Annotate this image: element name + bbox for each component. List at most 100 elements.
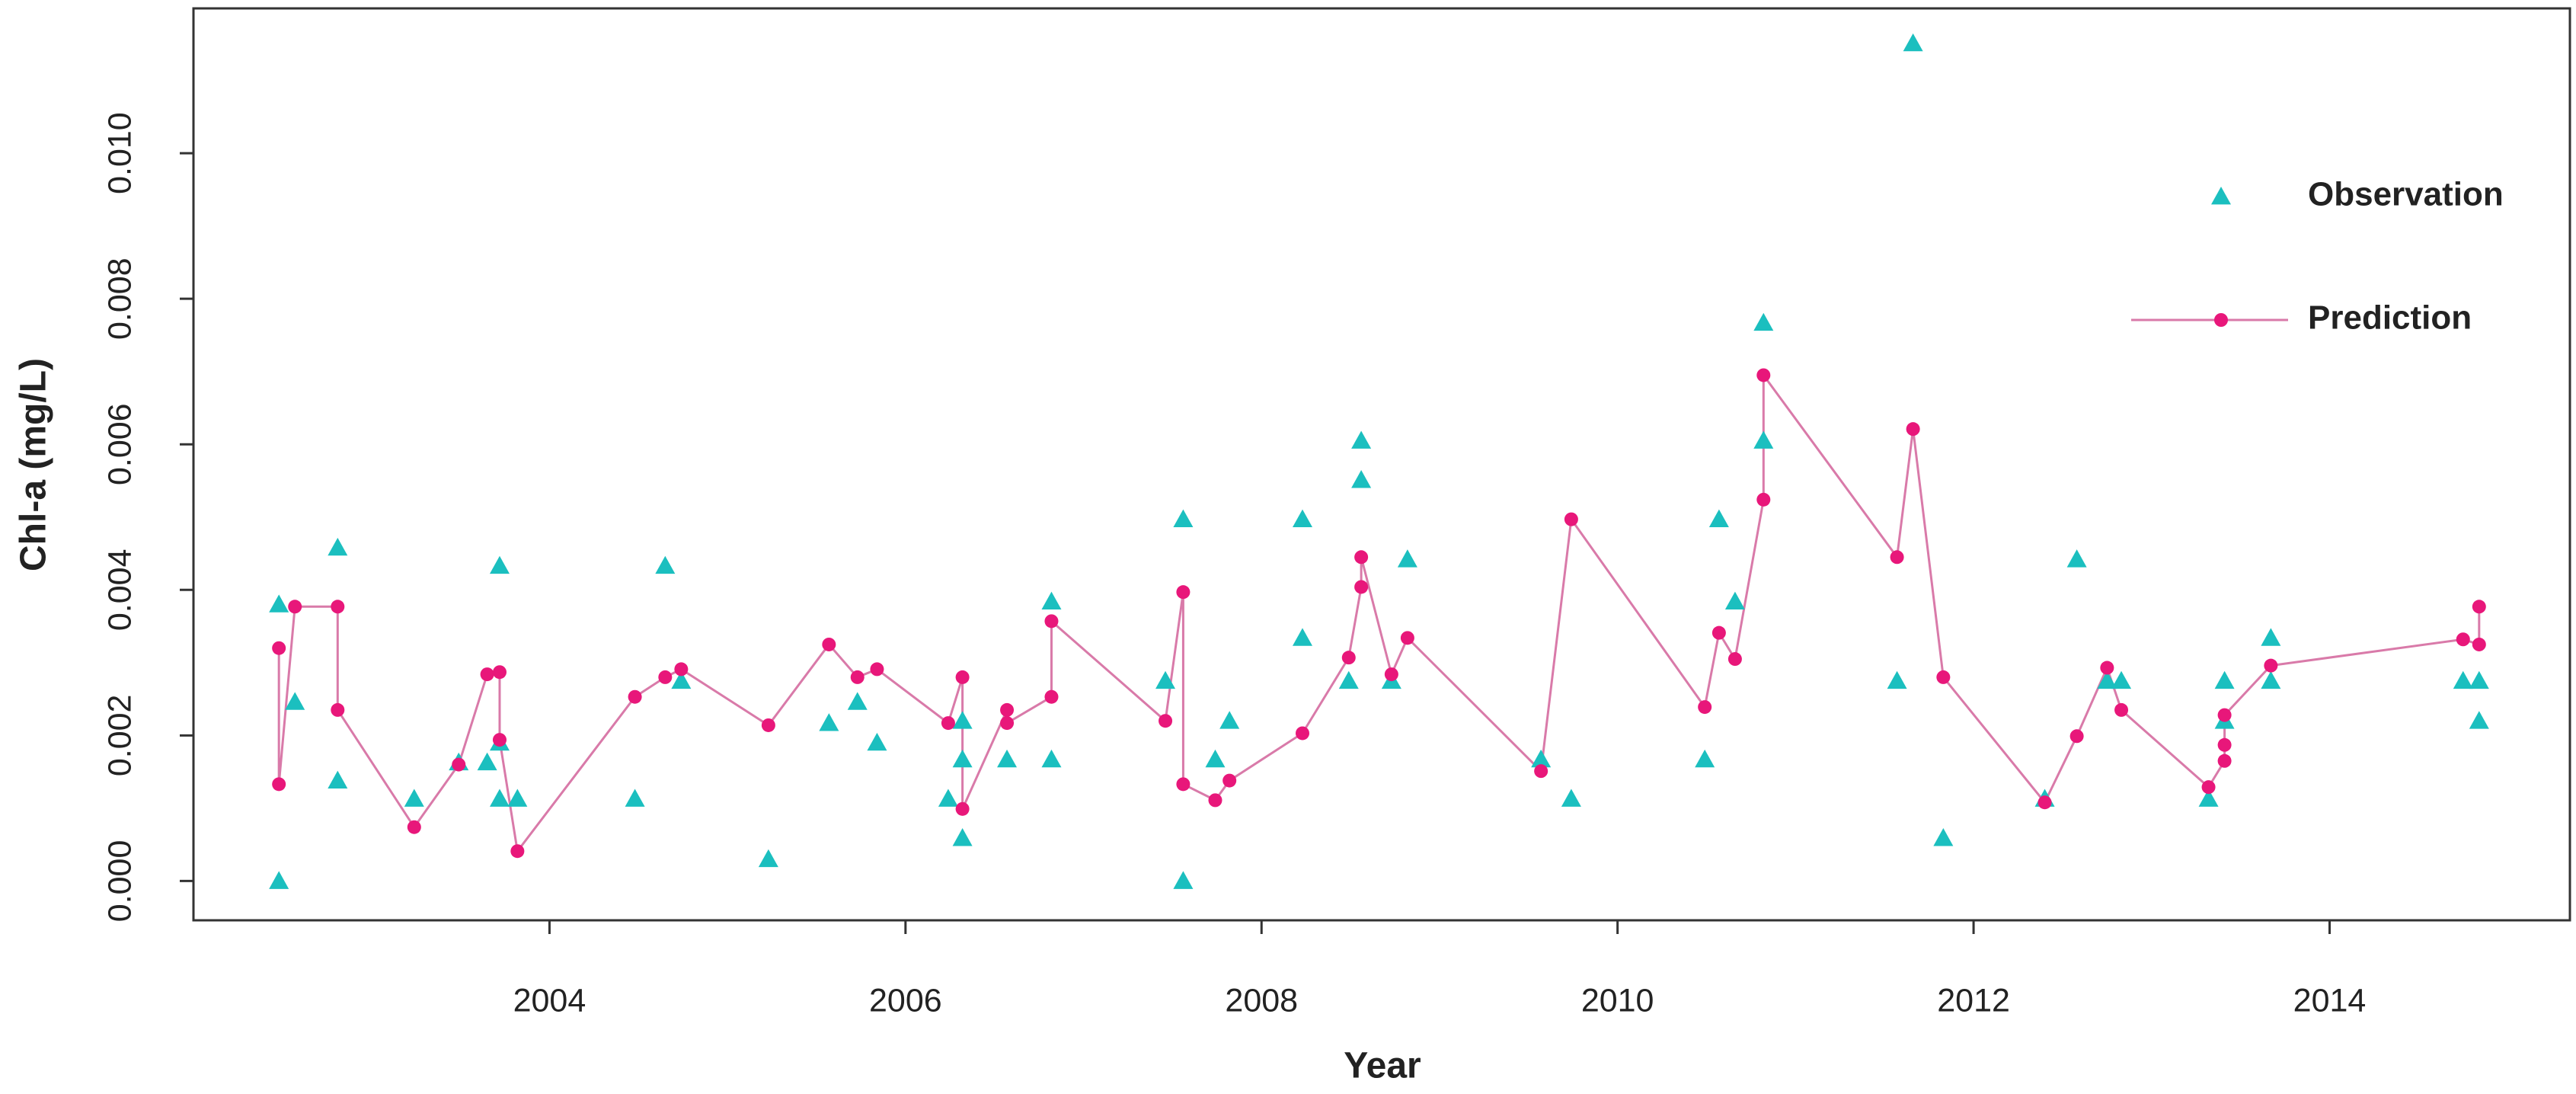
- observation-point: [847, 692, 868, 710]
- observation-point: [952, 711, 973, 729]
- prediction-point: [2114, 702, 2129, 717]
- observation-point: [2198, 789, 2219, 807]
- prediction-point: [1564, 512, 1578, 526]
- observation-point: [952, 749, 973, 768]
- prediction-point: [1400, 631, 1414, 645]
- observation-point: [1293, 509, 1312, 528]
- x-tick-label: 2014: [2293, 982, 2367, 1019]
- observation-point: [1351, 470, 1372, 488]
- observation-point: [952, 828, 973, 846]
- prediction-point: [870, 662, 884, 677]
- observation-point: [1695, 749, 1715, 768]
- prediction-point: [452, 757, 466, 772]
- observation-point: [867, 732, 887, 751]
- legend-marker: [2214, 313, 2228, 327]
- prediction-point: [492, 665, 507, 680]
- prediction-point: [1727, 652, 1742, 667]
- observation-point: [507, 789, 528, 807]
- prediction-point: [2217, 737, 2232, 752]
- x-axis-title: Year: [1344, 1046, 1421, 1086]
- prediction-point: [492, 733, 507, 747]
- prediction-point: [1222, 773, 1237, 788]
- prediction-point: [2217, 708, 2232, 722]
- prediction-point: [1208, 793, 1222, 808]
- observation-point: [1887, 670, 1907, 689]
- series-line: [277, 371, 2481, 854]
- prediction-point: [1936, 670, 1951, 684]
- prediction-point: [2264, 658, 2278, 673]
- observation-point: [1219, 711, 1240, 729]
- observation-point: [2261, 670, 2281, 689]
- prediction-point: [2217, 753, 2232, 768]
- observation-point: [2097, 670, 2117, 689]
- observation-point: [1531, 749, 1552, 768]
- observation-point: [819, 713, 839, 731]
- y-tick-label: 0.006: [101, 403, 138, 485]
- prediction-point: [1159, 714, 1173, 728]
- observation-point: [489, 789, 510, 807]
- prediction-point: [1296, 726, 1309, 741]
- prediction-point: [1176, 777, 1191, 792]
- observation-point: [758, 849, 778, 868]
- x-tick-label: 2004: [513, 982, 586, 1019]
- prediction-point: [658, 670, 673, 684]
- observation-point: [269, 594, 289, 613]
- prediction-point: [628, 689, 642, 704]
- observation-point: [269, 871, 289, 889]
- prediction-point: [941, 716, 955, 731]
- legend-label: Prediction: [2308, 299, 2472, 337]
- y-tick-label: 0.000: [101, 840, 138, 923]
- legend-label: Observation: [2308, 176, 2504, 213]
- observation-point: [328, 770, 348, 789]
- prediction-point: [1711, 625, 1726, 640]
- prediction-point: [2201, 780, 2216, 795]
- prediction-point: [1000, 702, 1015, 717]
- prediction-point: [1384, 667, 1398, 682]
- observation-point: [285, 692, 305, 710]
- plot-frame: [192, 7, 2571, 922]
- y-tick-label: 0.002: [101, 695, 138, 777]
- prediction-point: [407, 820, 421, 834]
- observation-point: [1205, 749, 1226, 768]
- observation-point: [1173, 871, 1194, 889]
- prediction-point: [480, 667, 494, 682]
- observation-point: [1041, 591, 1062, 609]
- observation-point: [2066, 549, 2087, 568]
- prediction-point: [822, 637, 836, 651]
- observation-point: [328, 537, 348, 556]
- prediction-point: [331, 702, 345, 717]
- observation-point: [1708, 509, 1729, 528]
- prediction-point: [1534, 764, 1548, 779]
- observation-point: [477, 752, 497, 771]
- prediction-point: [1044, 689, 1059, 704]
- prediction-point: [955, 670, 970, 684]
- x-tick-label: 2006: [869, 982, 942, 1019]
- prediction-point: [331, 600, 345, 614]
- prediction-point: [1044, 614, 1059, 629]
- observation-point: [2111, 670, 2132, 689]
- prediction-point: [761, 718, 775, 732]
- observation-point: [1561, 789, 1581, 807]
- prediction-point: [288, 600, 302, 614]
- prediction-point: [1176, 585, 1191, 600]
- x-tick-label: 2008: [1225, 982, 1298, 1019]
- observation-point: [1293, 628, 1312, 646]
- y-tick-label: 0.010: [101, 112, 138, 194]
- prediction-point: [2456, 632, 2470, 647]
- prediction-point: [1906, 422, 1920, 437]
- observation-point: [938, 789, 958, 807]
- observation-point: [671, 670, 692, 689]
- prediction-point: [272, 641, 286, 655]
- prediction-point: [850, 670, 865, 684]
- observation-point: [1173, 509, 1194, 528]
- prediction-point: [1354, 580, 1369, 594]
- observation-point: [2469, 711, 2489, 729]
- prediction-point: [2472, 600, 2486, 614]
- x-tick-label: 2010: [1581, 982, 1654, 1019]
- prediction-point: [1341, 651, 1356, 665]
- prediction-point: [2472, 637, 2486, 651]
- y-tick-label: 0.004: [101, 549, 138, 631]
- observation-point: [625, 789, 645, 807]
- prediction-point: [1756, 368, 1771, 382]
